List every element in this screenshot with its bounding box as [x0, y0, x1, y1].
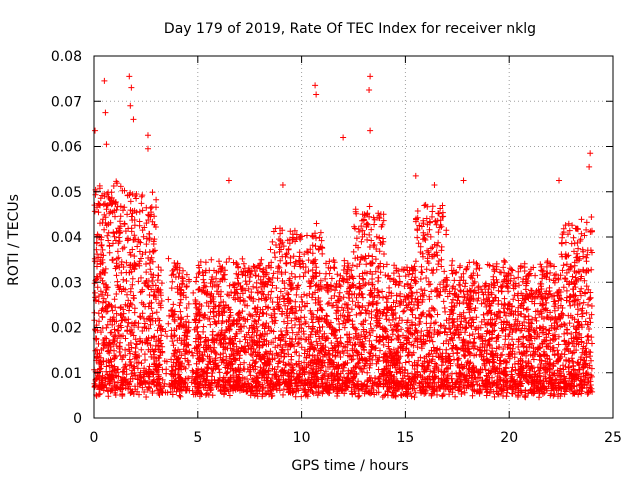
roti-peak-point	[431, 181, 438, 188]
y-tick-label: 0	[73, 411, 82, 427]
roti-peak-point	[130, 116, 137, 123]
y-axis-label: ROTI / TECUs	[6, 194, 22, 286]
roti-peak-point	[102, 109, 109, 116]
roti-peak-point	[127, 102, 134, 109]
x-tick-label: 20	[500, 430, 518, 446]
y-tick-label: 0.01	[51, 366, 82, 382]
plot-frame	[93, 55, 614, 419]
data-points	[91, 73, 596, 401]
y-tick-label: 0.06	[51, 140, 82, 156]
chart-title: Day 179 of 2019, Rate Of TEC Index for r…	[164, 21, 536, 37]
y-tick-label: 0.03	[51, 275, 82, 291]
x-tick-label: 25	[604, 430, 622, 446]
axis-ticks: 0 5 10 15 20 25 0 0.01 0.02 0.03 0.04 0.05 0.06 0.07 0…	[51, 49, 622, 446]
roti-peak-point	[313, 91, 320, 98]
roti-peak-point	[279, 181, 286, 188]
roti-peak-point	[367, 127, 374, 134]
roti-peak-point	[126, 73, 133, 80]
x-axis-label: GPS time / hours	[291, 458, 408, 474]
roti-peak-point	[103, 141, 110, 148]
y-tick-label: 0.08	[51, 49, 82, 65]
roti-peak-point	[92, 127, 99, 134]
roti-peak-point	[556, 177, 563, 184]
y-tick-label: 0.07	[51, 94, 82, 110]
roti-peak-point	[312, 82, 319, 89]
x-tick-label: 5	[193, 430, 202, 446]
roti-peak-point	[366, 86, 373, 93]
x-tick-label: 15	[396, 430, 414, 446]
roti-peak-point	[340, 134, 347, 141]
roti-peak-point	[128, 84, 135, 91]
roti-peak-point	[225, 177, 232, 184]
roti-peak-point	[367, 73, 374, 80]
y-tick-label: 0.02	[51, 321, 82, 337]
x-tick-label: 10	[293, 430, 311, 446]
x-tick-label: 0	[90, 430, 99, 446]
roti-peak-point	[586, 163, 593, 170]
roti-peak-point	[144, 145, 151, 152]
roti-peak-point	[587, 150, 594, 157]
roti-point-cloud	[91, 178, 596, 401]
roti-peak-point	[101, 77, 108, 84]
grid-lines	[94, 56, 613, 418]
y-tick-label: 0.04	[51, 230, 82, 246]
roti-peak-point	[412, 172, 419, 179]
roti-peak-point	[460, 177, 467, 184]
y-tick-label: 0.05	[51, 185, 82, 201]
roti-peak-point	[144, 132, 151, 139]
